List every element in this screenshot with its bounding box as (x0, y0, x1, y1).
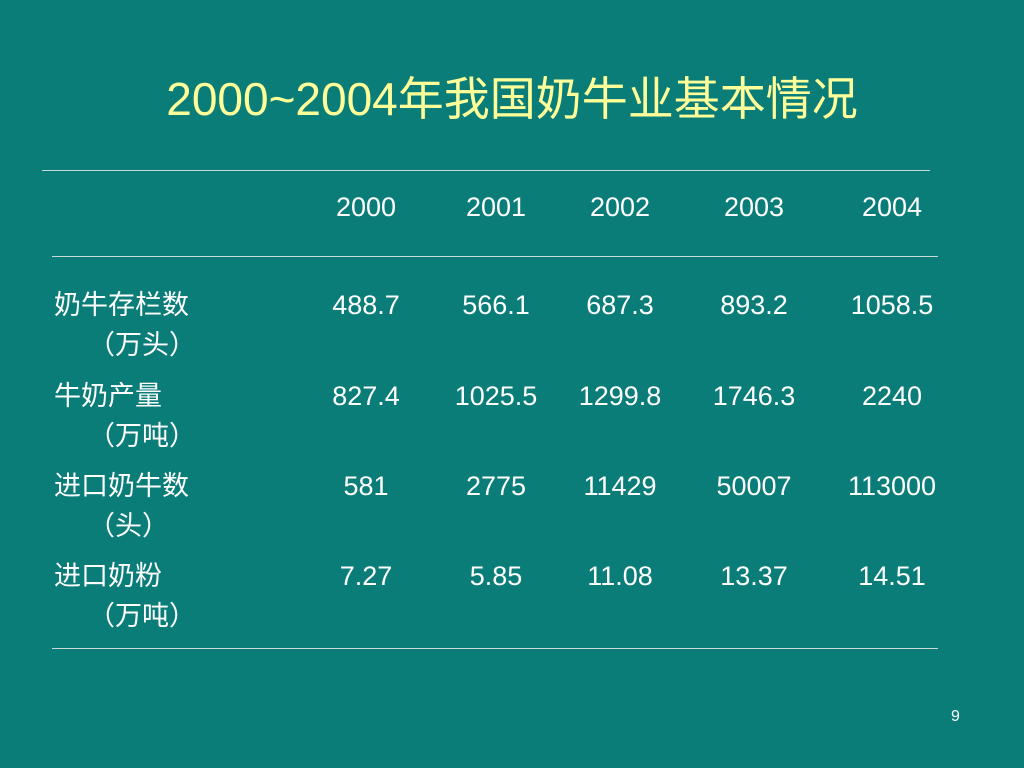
cell-value: 488.7 (332, 290, 400, 320)
row-label: 牛奶产量 (54, 381, 162, 411)
cell-value: 13.37 (720, 561, 788, 591)
cell-value: 1746.3 (712, 381, 796, 411)
column-header: 2002 (589, 192, 651, 222)
cell-value: 893.2 (720, 290, 788, 320)
cell-value: 2775 (465, 471, 527, 501)
row-label: 进口奶牛数 (54, 471, 189, 501)
row-unit: （头） (88, 511, 169, 541)
rule (42, 170, 930, 171)
column-header: 2000 (335, 192, 397, 222)
cell-value: 5.85 (469, 561, 523, 591)
cell-value: 14.51 (858, 561, 926, 591)
cell-value: 1025.5 (454, 381, 538, 411)
row-label: 奶牛存栏数 (54, 290, 189, 320)
rule (52, 256, 938, 257)
cell-value: 581 (343, 471, 389, 501)
cell-value: 11.08 (587, 561, 653, 591)
row-unit: （万吨） (88, 421, 196, 451)
cell-value: 1299.8 (578, 381, 662, 411)
cell-value: 7.27 (339, 561, 393, 591)
page-number: 9 (951, 708, 960, 725)
cell-value: 2240 (861, 381, 923, 411)
rule (52, 648, 938, 649)
cell-value: 11429 (583, 471, 657, 501)
row-label: 进口奶粉 (54, 561, 162, 591)
cell-value: 1058.5 (850, 290, 934, 320)
slide-title: 2000~2004年我国奶牛业基本情况 (166, 73, 858, 125)
cell-value: 113000 (847, 471, 937, 501)
cell-value: 827.4 (332, 381, 400, 411)
cell-value: 50007 (716, 471, 792, 501)
column-header: 2003 (723, 192, 785, 222)
cell-value: 687.3 (586, 290, 654, 320)
column-header: 2001 (465, 192, 527, 222)
row-unit: （万头） (88, 330, 196, 360)
cell-value: 566.1 (462, 290, 530, 320)
row-unit: （万吨） (88, 601, 196, 631)
column-header: 2004 (861, 192, 923, 222)
